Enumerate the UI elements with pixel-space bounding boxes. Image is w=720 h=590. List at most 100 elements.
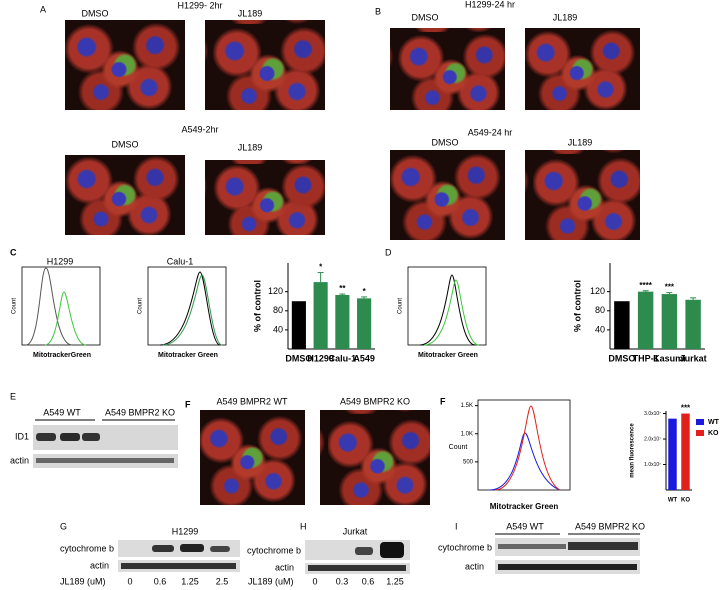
axis-label: Count <box>12 298 18 314</box>
condition-label: JL189 <box>553 12 578 22</box>
x-tick-label: A549 <box>353 353 375 363</box>
row-label: ID1 <box>15 431 29 441</box>
histogram-title: Calu-1 <box>167 256 194 266</box>
histogram-curve <box>423 279 480 346</box>
row-label: actin <box>465 561 484 571</box>
bar <box>668 418 677 490</box>
y-tick-label: 40 <box>273 324 283 334</box>
axis-label: mean fluorescence <box>630 423 636 478</box>
band <box>308 565 406 571</box>
band <box>568 542 638 550</box>
band <box>152 545 174 552</box>
histogram-curve <box>25 267 73 346</box>
panel-i: I A549 WT A549 BMPR2 KO cytochrome b act… <box>438 521 645 574</box>
micrograph <box>65 20 185 110</box>
bar <box>661 294 678 349</box>
dose: 0 <box>312 576 317 586</box>
y-tick-label: 500 <box>463 459 474 465</box>
row-label: cytochrome b <box>60 543 114 553</box>
panel-title: H1299- 2hr <box>177 0 222 10</box>
group-label: A549 BMPR2 KO <box>575 521 645 531</box>
x-tick-label: THP-1 <box>633 353 659 363</box>
panel-label: D <box>385 247 392 257</box>
blot <box>118 540 240 557</box>
micrograph <box>65 155 185 235</box>
panel-label: A <box>40 4 46 14</box>
micrograph <box>525 28 640 110</box>
histogram-curve <box>159 271 221 346</box>
significance: * <box>363 287 367 296</box>
row-label: cytochrome b <box>438 542 492 552</box>
axis-label: Count <box>138 298 144 314</box>
significance: *** <box>665 283 675 292</box>
panel-label: C <box>10 247 17 257</box>
panel-f-images: F A549 BMPR2 WT A549 BMPR2 KO <box>185 396 410 409</box>
panel-e: E A549 WT A549 BMPR2 KO ID1 actin <box>10 391 178 468</box>
panel-label: G <box>60 521 67 531</box>
bar <box>335 295 350 349</box>
panel-b: B H1299-24 hr DMSO JL189 A549-24 hr DMSO… <box>375 0 592 147</box>
y-tick-label: 2.0x10⁷ <box>644 436 661 442</box>
y-tick-label: 1.0x10⁷ <box>644 462 661 468</box>
histogram-curve <box>44 291 87 346</box>
blot <box>33 425 178 450</box>
group-label: A549 WT <box>506 521 544 531</box>
dose: 0.6 <box>362 576 375 586</box>
condition-label: DMSO <box>432 137 459 147</box>
condition-label: A549 BMPR2 WT <box>216 396 288 406</box>
axis-label: Count <box>398 298 404 314</box>
dose: 0 <box>127 576 132 586</box>
y-tick-label: 1.5K <box>461 403 473 409</box>
panel-f-flow: F Count Mitotracker Green <box>440 396 571 511</box>
panel-label: I <box>455 521 458 531</box>
dose-label: JL189 (uM) <box>248 576 294 586</box>
condition-label: DMSO <box>412 12 439 22</box>
group-label: A549 BMPR2 KO <box>105 407 175 417</box>
bar <box>291 301 306 349</box>
condition-label: JL189 <box>238 8 263 18</box>
row-label: cytochrome b <box>247 545 301 555</box>
micrograph <box>525 150 640 240</box>
micrograph <box>320 410 430 505</box>
micrograph <box>390 150 505 240</box>
x-tick-label: Jurkat <box>680 353 707 363</box>
band <box>82 433 100 441</box>
band <box>498 544 566 549</box>
micrograph <box>205 20 325 110</box>
micrograph <box>200 410 305 505</box>
y-tick-label: 1.0K <box>461 431 473 437</box>
row-label: actin <box>275 562 294 572</box>
x-tick-label: DMSO <box>608 353 635 363</box>
micrograph <box>390 28 505 110</box>
panel-title: Jurkat <box>343 526 368 536</box>
bar <box>685 299 701 349</box>
histogram-curve <box>489 432 561 491</box>
panel-title: A549-2hr <box>181 124 218 134</box>
band <box>180 544 204 552</box>
band <box>380 542 404 558</box>
axis-label: Mitotracker Green <box>490 502 559 511</box>
y-tick-label: 80 <box>595 305 605 315</box>
histogram-curve <box>419 274 476 346</box>
row-label: actin <box>90 560 109 570</box>
legend-label: KO <box>708 430 719 437</box>
y-tick-label: 80 <box>273 305 283 315</box>
plot-frame <box>407 266 487 346</box>
panel-h: H Jurkat cytochrome b actin JL189 (uM) 0… <box>247 521 410 586</box>
dose: 1.25 <box>181 576 199 586</box>
histogram-title: H1299 <box>47 256 74 266</box>
panel-d-histogram: D Count Mitotracker Green <box>385 247 487 359</box>
x-tick-label: H1299 <box>307 353 334 363</box>
dose: 1.25 <box>386 576 404 586</box>
panel-title: A549-24 hr <box>468 127 513 137</box>
panel-label: E <box>10 391 16 401</box>
band <box>498 564 637 570</box>
band <box>210 546 230 552</box>
condition-label: JL189 <box>238 142 263 152</box>
dose: 0.6 <box>154 576 167 586</box>
x-tick-label: KO <box>681 498 690 504</box>
axis-label: Count <box>449 444 468 451</box>
bar <box>313 282 328 349</box>
